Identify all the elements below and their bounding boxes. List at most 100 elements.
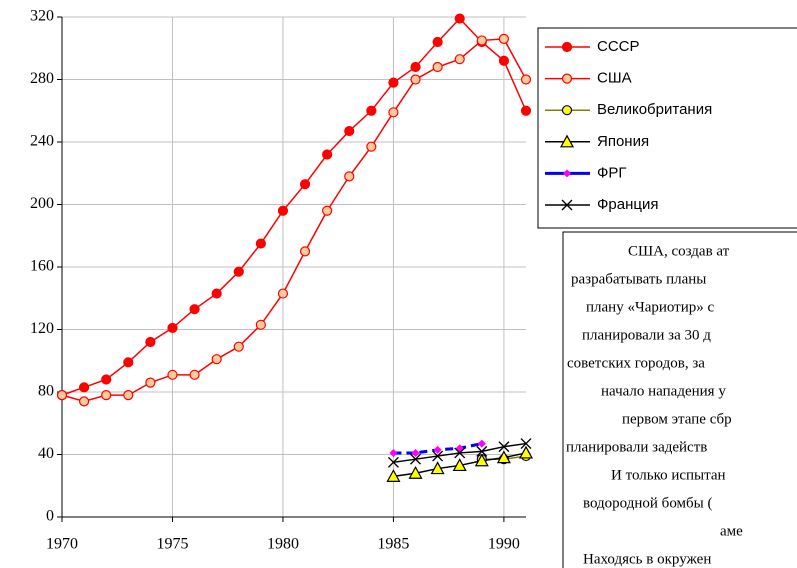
point: [255, 319, 266, 330]
y-tick-label: 0: [46, 508, 54, 525]
note-line: аме: [720, 523, 743, 539]
x-tick-label: 1970: [46, 536, 78, 553]
point: [432, 450, 444, 462]
series-line: [61, 17, 527, 396]
point: [411, 448, 420, 457]
y-tick-label: 320: [30, 8, 54, 25]
note-line: начало нападения у: [601, 383, 726, 399]
note-line: Находясь в окружен: [583, 551, 711, 567]
x-tick-label: 1980: [267, 536, 299, 553]
note-box: [562, 231, 797, 568]
point: [78, 396, 90, 407]
point: [410, 74, 421, 85]
legend-marker: [561, 105, 573, 116]
legend-label: ФРГ: [597, 164, 627, 181]
point: [167, 322, 178, 334]
point: [476, 445, 488, 457]
point: [344, 125, 355, 137]
point: [520, 438, 532, 450]
point: [78, 382, 90, 393]
point: [518, 445, 534, 459]
note-line: США, создав ат: [628, 243, 730, 259]
legend-label: Франция: [597, 196, 658, 213]
point: [233, 266, 244, 277]
point: [299, 179, 311, 190]
y-tick-label: 120: [30, 320, 54, 337]
point: [432, 61, 443, 73]
y-tick-label: 240: [30, 133, 54, 150]
point: [386, 469, 401, 482]
point: [123, 357, 134, 368]
point: [474, 453, 489, 467]
point: [432, 36, 443, 48]
note-line: первом этапе сбр: [622, 411, 732, 427]
point: [433, 445, 442, 454]
point: [454, 54, 465, 65]
point: [277, 205, 289, 216]
point: [520, 74, 532, 85]
point: [101, 390, 112, 401]
note-line: разрабатывать планы: [571, 271, 706, 287]
point: [56, 390, 68, 401]
point: [211, 354, 222, 365]
note-line: планировали задейств: [566, 439, 707, 455]
series-line: [61, 38, 527, 403]
point: [189, 369, 200, 380]
point: [167, 369, 178, 380]
legend-box: [537, 27, 797, 229]
point: [299, 246, 311, 257]
legend-marker: [563, 169, 571, 178]
point: [101, 374, 112, 385]
y-tick-label: 200: [30, 195, 54, 212]
point: [388, 107, 399, 118]
legend-marker: [561, 199, 573, 211]
note-line: советских городов, за: [567, 355, 705, 371]
point: [410, 453, 422, 465]
point: [322, 205, 333, 216]
point: [388, 77, 399, 88]
x-tick-label: 1985: [377, 536, 409, 553]
note-line: И только испытан: [611, 467, 726, 483]
y-tick-label: 80: [38, 383, 54, 400]
plot: 0 40 80 120 160 200 240 280 320 1970 1975 1980 1985 1…: [30, 8, 526, 553]
point: [496, 450, 511, 464]
point: [366, 105, 377, 116]
point: [233, 341, 244, 352]
note-line: планировали за 30 д: [582, 327, 711, 343]
legend-label: Япония: [597, 133, 649, 150]
y-tick-label: 40: [38, 445, 54, 462]
point: [255, 238, 266, 249]
note-line: водородной бомбы (: [583, 495, 712, 511]
legend-marker: [561, 73, 573, 84]
series-layer: [56, 13, 534, 482]
point: [123, 390, 134, 401]
point: [454, 13, 465, 24]
point: [211, 288, 222, 299]
point: [145, 377, 156, 388]
legend-marker: [559, 134, 575, 148]
point: [408, 465, 423, 479]
point: [476, 35, 487, 46]
x-tick-label: 1975: [156, 536, 188, 553]
legend-label: СССР: [597, 38, 640, 55]
point: [322, 149, 333, 160]
point: [477, 439, 486, 448]
note-line: плану «Чариотир» с: [586, 299, 715, 315]
point: [387, 456, 399, 468]
point: [277, 288, 289, 299]
y-tick-label: 280: [30, 70, 54, 87]
y-tick-label: 160: [30, 258, 54, 275]
legend-label: США: [597, 70, 632, 87]
legend-marker: [561, 41, 573, 53]
point: [498, 441, 510, 453]
point: [410, 61, 421, 73]
point: [389, 448, 398, 457]
point: [520, 105, 532, 116]
point: [452, 458, 467, 472]
point: [430, 461, 445, 475]
point: [454, 447, 466, 459]
point: [498, 33, 510, 44]
legend-label: Великобритания: [597, 101, 712, 118]
point: [344, 171, 355, 182]
